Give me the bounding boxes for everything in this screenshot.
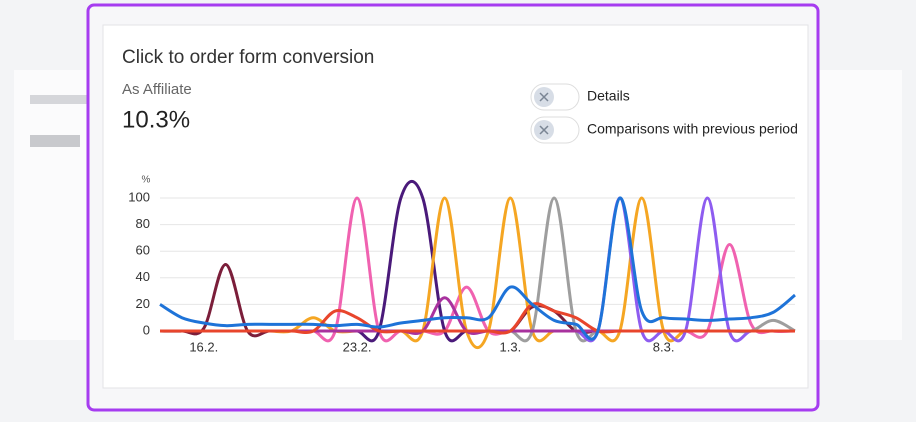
x-tick-label: 8.3.	[653, 339, 675, 354]
x-tick-label: 16.2.	[189, 339, 218, 354]
card-title: Click to order form conversion	[122, 47, 374, 68]
toggle[interactable]	[530, 83, 580, 111]
blur	[30, 95, 90, 104]
line-series	[159, 196, 796, 341]
toggle-label: Comparisons with previous period	[587, 121, 798, 137]
y-tick-label: 20	[136, 296, 150, 311]
y-tick-label: 0	[143, 322, 150, 337]
card-value: 10.3%	[122, 106, 190, 133]
card	[102, 24, 809, 389]
y-axis-label: %	[142, 175, 151, 186]
y-tick-label: 60	[136, 243, 150, 258]
y-tick-label: 40	[136, 269, 150, 284]
toggle[interactable]	[530, 116, 580, 144]
card-subtitle: As Affiliate	[122, 81, 192, 98]
x-tick-label: 1.3.	[500, 339, 522, 354]
y-tick-label: 100	[128, 189, 150, 204]
y-tick-label: 80	[136, 216, 150, 231]
toggle-label: Details	[587, 88, 630, 104]
x-tick-label: 23.2.	[343, 339, 372, 354]
blur	[30, 135, 80, 147]
line-series	[160, 302, 795, 335]
